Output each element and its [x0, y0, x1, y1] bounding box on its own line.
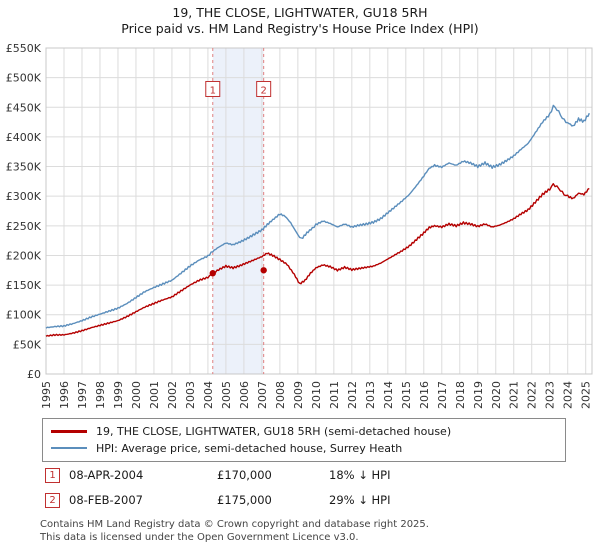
svg-text:£350K: £350K [6, 160, 42, 173]
svg-text:2025: 2025 [580, 381, 593, 409]
marker-1-badge: 1 [45, 467, 60, 483]
red-line-sample-icon [51, 429, 87, 433]
svg-text:2020: 2020 [490, 381, 503, 409]
svg-text:2008: 2008 [274, 381, 287, 409]
svg-text:£200K: £200K [6, 249, 42, 262]
svg-text:2012: 2012 [346, 381, 359, 409]
svg-text:2006: 2006 [238, 381, 251, 409]
svg-text:2011: 2011 [328, 381, 341, 409]
svg-text:2005: 2005 [220, 381, 233, 409]
svg-text:£0: £0 [27, 368, 41, 381]
svg-text:2009: 2009 [292, 381, 305, 409]
svg-text:2023: 2023 [544, 381, 557, 409]
transaction-price: £170,000 [217, 468, 272, 482]
svg-text:2: 2 [260, 85, 266, 96]
svg-text:1999: 1999 [112, 381, 125, 409]
svg-text:2000: 2000 [130, 381, 143, 409]
marker-2-badge: 2 [45, 492, 60, 508]
svg-text:2013: 2013 [364, 381, 377, 409]
svg-text:£400K: £400K [6, 130, 42, 143]
price-history-chart: £0 £50K £100K £150K £200K £250K £300K £350K £400… [6, 42, 593, 409]
svg-text:2024: 2024 [562, 381, 575, 409]
svg-text:2021: 2021 [508, 381, 521, 409]
legend-item-hpi: HPI: Average price, semi-detached house,… [51, 440, 557, 457]
chart-header: 19, THE CLOSE, LIGHTWATER, GU18 5RH Pric… [0, 0, 600, 38]
svg-text:2017: 2017 [436, 381, 449, 409]
svg-text:1: 1 [210, 85, 216, 96]
svg-text:2019: 2019 [472, 381, 485, 409]
transaction-hpi-delta: 18% ↓ HPI [329, 468, 391, 482]
chart-subtitle: Price paid vs. HM Land Registry's House … [121, 21, 479, 37]
chart-legend: 19, THE CLOSE, LIGHTWATER, GU18 5RH (sem… [42, 417, 566, 462]
svg-text:1997: 1997 [76, 381, 89, 409]
svg-text:£300K: £300K [6, 190, 42, 203]
chart-title: 19, THE CLOSE, LIGHTWATER, GU18 5RH [172, 5, 428, 20]
legend-property-label: 19, THE CLOSE, LIGHTWATER, GU18 5RH (sem… [96, 424, 452, 438]
svg-text:£550K: £550K [6, 42, 42, 55]
svg-text:2022: 2022 [526, 381, 539, 409]
legend-hpi-label: HPI: Average price, semi-detached house,… [96, 441, 403, 455]
svg-text:1996: 1996 [58, 381, 71, 409]
svg-text:2001: 2001 [148, 381, 161, 409]
svg-text:2010: 2010 [310, 381, 323, 409]
svg-text:1998: 1998 [94, 381, 107, 409]
svg-text:2003: 2003 [184, 381, 197, 409]
transaction-hpi-delta: 29% ↓ HPI [329, 493, 391, 507]
footer-attribution: Contains HM Land Registry data © Crown c… [40, 518, 600, 544]
svg-text:£450K: £450K [6, 101, 42, 114]
svg-text:2004: 2004 [202, 381, 215, 409]
svg-text:£250K: £250K [6, 219, 42, 232]
footer-line-2: This data is licensed under the Open Gov… [40, 531, 359, 543]
legend-item-property: 19, THE CLOSE, LIGHTWATER, GU18 5RH (sem… [51, 423, 557, 440]
svg-text:2007: 2007 [256, 381, 269, 409]
transaction-price: £175,000 [217, 493, 272, 507]
svg-text:2002: 2002 [166, 381, 179, 409]
svg-text:£50K: £50K [13, 338, 42, 351]
svg-text:2015: 2015 [400, 381, 413, 409]
transaction-row: 1 08-APR-2004 £170,000 18% ↓ HPI [45, 467, 600, 483]
svg-text:£500K: £500K [6, 71, 42, 84]
svg-text:1995: 1995 [40, 381, 53, 409]
transaction-date: 08-FEB-2007 [69, 493, 143, 507]
svg-text:2014: 2014 [382, 381, 395, 409]
transaction-date: 08-APR-2004 [69, 468, 144, 482]
footer-line-1: Contains HM Land Registry data © Crown c… [40, 518, 429, 530]
svg-text:2018: 2018 [454, 381, 467, 409]
blue-line-sample-icon [51, 447, 87, 449]
svg-text:£100K: £100K [6, 308, 42, 321]
svg-text:2016: 2016 [418, 381, 431, 409]
svg-text:£150K: £150K [6, 279, 42, 292]
transaction-row: 2 08-FEB-2007 £175,000 29% ↓ HPI [45, 492, 600, 508]
transactions-table: 1 08-APR-2004 £170,000 18% ↓ HPI 2 08-FE… [45, 467, 600, 508]
